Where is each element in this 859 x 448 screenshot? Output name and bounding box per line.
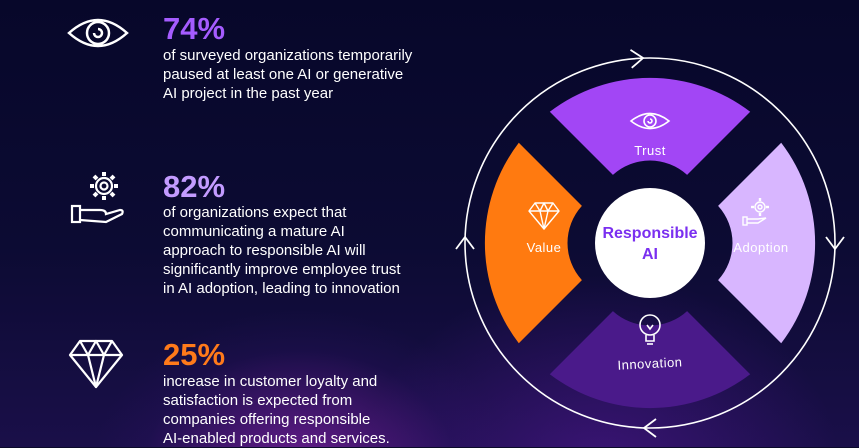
segment-label-value: Value [527,240,562,255]
eye-icon [67,18,129,48]
center-label-line2: AI [642,246,658,263]
stat-description: of organizations expect that communicati… [163,204,401,297]
segment-value [484,142,582,344]
diamond-icon [68,339,124,389]
segment-label-adoption: Adoption [733,240,788,255]
arrow-bottom-icon [642,418,657,438]
lightbulb-icon [639,314,661,345]
stat-value: 74% [163,11,226,46]
gear-hand-icon [742,198,769,226]
stat-value: 25% [163,337,226,372]
stat-description: increase in customer loyalty and satisfa… [163,373,390,447]
stat-description: of surveyed organizations temporarily pa… [163,47,413,102]
eye-icon [629,112,671,130]
segment-innovation [549,311,751,409]
segment-label-innovation: Innovation [617,354,683,372]
arrow-left-icon [455,235,475,250]
responsible-ai-wheel: Responsible AI Trust Adoption [455,49,845,438]
arrow-right-icon [825,236,845,251]
stat-value: 82% [163,169,226,204]
segment-label-trust: Trust [634,143,666,158]
gear-hand-icon [70,172,124,224]
center-label-line1: Responsible [602,225,697,242]
diamond-icon [528,202,560,230]
cycle-ring [464,57,836,429]
segment-adoption [718,142,816,344]
arrow-top-icon [629,49,645,69]
center-circle [595,188,705,298]
